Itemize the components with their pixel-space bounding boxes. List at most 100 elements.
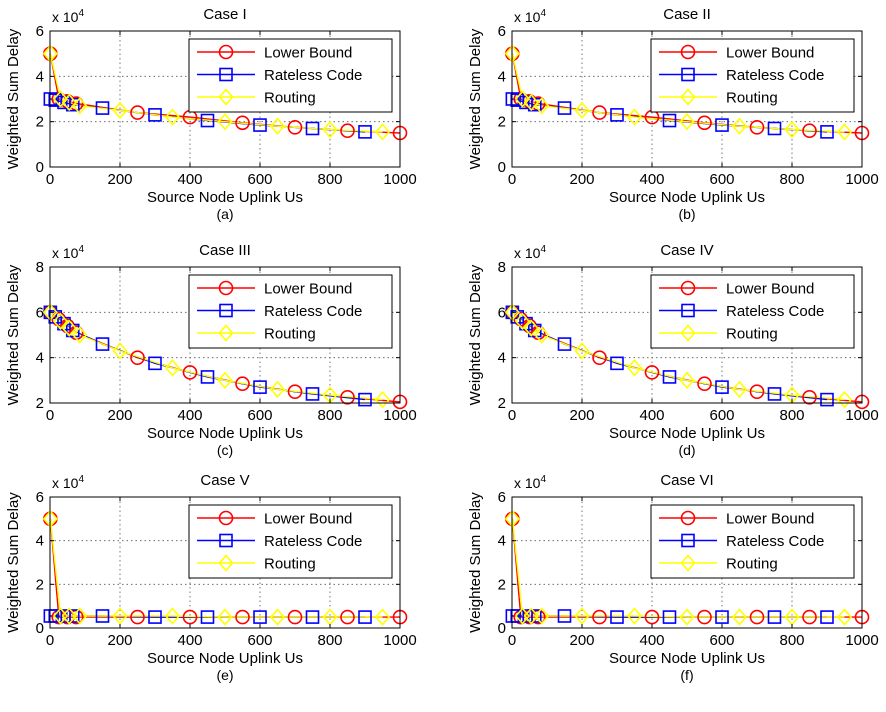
legend-marker	[680, 554, 696, 572]
data-point-rateless-code	[95, 609, 110, 623]
data-point-rateless-code	[767, 121, 782, 136]
y-multiplier-label: x 104	[52, 8, 84, 25]
data-point-rateless-code	[820, 610, 834, 624]
legend-marker	[680, 510, 696, 526]
data-point-routing	[217, 371, 233, 390]
legend-label: Rateless Code	[264, 303, 362, 320]
data-point-lower-bound	[340, 123, 355, 139]
data-point-routing	[61, 607, 77, 625]
chart-title: Case II	[663, 6, 711, 23]
y-tick-label: 8	[36, 259, 44, 276]
data-point-rateless-code	[148, 108, 162, 122]
data-point-lower-bound	[749, 384, 765, 399]
data-point-rateless-code	[200, 113, 215, 128]
x-tick-label: 1000	[383, 632, 416, 649]
legend-label: Routing	[726, 556, 778, 573]
data-point-lower-bound	[235, 376, 250, 392]
data-point-routing	[374, 123, 391, 141]
y-tick-label: 6	[36, 23, 44, 40]
legend-label: Routing	[264, 326, 316, 343]
y-tick-label: 0	[36, 620, 44, 637]
data-point-routing	[217, 112, 233, 131]
data-point-lower-bound	[130, 105, 145, 120]
chart-title: Case VI	[660, 472, 713, 489]
data-point-lower-bound	[287, 384, 303, 399]
x-tick-label: 200	[569, 171, 594, 188]
data-point-rateless-code	[48, 609, 63, 623]
data-point-routing	[731, 380, 748, 399]
x-tick-label: 400	[639, 171, 664, 188]
data-point-routing	[61, 319, 77, 337]
data-point-routing	[836, 390, 853, 409]
y-tick-label: 4	[498, 68, 506, 85]
data-point-routing	[534, 97, 550, 115]
x-tick-label: 800	[779, 632, 804, 649]
data-point-routing	[374, 390, 391, 409]
x-axis-label: Source Node Uplink Us	[609, 425, 765, 442]
data-point-rateless-code	[610, 108, 624, 122]
x-tick-label: 600	[709, 632, 734, 649]
legend-marker	[218, 280, 234, 296]
data-point-routing	[72, 326, 88, 344]
legend-marker	[218, 554, 234, 572]
data-point-routing	[534, 326, 550, 344]
data-point-rateless-code	[610, 610, 624, 624]
x-tick-label: 0	[508, 171, 516, 188]
axes-frame	[511, 266, 863, 404]
x-tick-label: 800	[779, 171, 804, 188]
x-tick-label: 800	[317, 171, 342, 188]
data-point-rateless-code	[767, 610, 782, 624]
legend-label: Rateless Code	[264, 533, 362, 550]
data-point-routing	[784, 120, 800, 139]
data-point-routing	[52, 312, 69, 331]
legend-marker	[219, 67, 233, 82]
x-tick-label: 800	[317, 632, 342, 649]
data-point-rateless-code	[715, 118, 729, 132]
data-point-rateless-code	[767, 387, 782, 401]
y-axis-label: Weighted Sum Delay	[5, 264, 22, 405]
y-tick-label: 4	[36, 533, 44, 550]
legend-marker	[681, 303, 695, 318]
data-point-lower-bound	[644, 609, 660, 625]
y-axis-label: Weighted Sum Delay	[5, 28, 22, 169]
data-point-rateless-code	[305, 121, 320, 136]
data-point-rateless-code	[510, 93, 525, 107]
legend-label: Rateless Code	[264, 67, 362, 84]
data-point-routing	[523, 319, 539, 337]
data-point-routing	[626, 359, 643, 377]
x-tick-label: 600	[247, 407, 272, 424]
y-axis-label: Weighted Sum Delay	[467, 264, 484, 405]
data-point-routing	[269, 608, 286, 626]
x-tick-label: 800	[779, 407, 804, 424]
data-point-routing	[514, 90, 531, 108]
x-tick-label: 600	[247, 632, 272, 649]
data-point-routing	[626, 607, 643, 625]
data-point-lower-bound	[182, 365, 198, 380]
x-tick-label: 200	[569, 407, 594, 424]
y-multiplier-label: x 104	[52, 474, 84, 491]
chart-title: Case I	[203, 6, 246, 23]
y-tick-label: 2	[498, 395, 506, 412]
legend-label: Lower Bound	[726, 511, 814, 528]
chart-panel-6: 0 200 400 600 800 1000 0 2 4 6 x 104 Case VI Source …	[467, 472, 879, 683]
legend: Lower Bound Rateless Code Routing	[188, 504, 393, 579]
legend-marker	[681, 533, 695, 548]
data-point-rateless-code	[557, 101, 572, 115]
chart-panel-3: 0 200 400 600 800 1000 2 4 6 8 x 104 Case III Source…	[5, 242, 417, 458]
x-tick-label: 0	[46, 632, 54, 649]
data-point-lower-bound	[592, 350, 607, 365]
x-tick-label: 1000	[845, 407, 878, 424]
legend: Lower Bound Rateless Code Routing	[650, 38, 855, 113]
data-point-rateless-code	[510, 609, 525, 623]
y-tick-label: 6	[36, 489, 44, 506]
legend-marker	[680, 324, 696, 342]
data-point-lower-bound	[802, 390, 817, 405]
x-axis-label: Source Node Uplink Us	[609, 650, 765, 667]
data-point-routing	[112, 342, 128, 360]
x-tick-label: 0	[46, 407, 54, 424]
y-tick-label: 6	[36, 304, 44, 321]
y-axis-label: Weighted Sum Delay	[467, 492, 484, 633]
data-point-routing	[836, 123, 853, 141]
data-point-lower-bound	[235, 609, 250, 625]
y-tick-label: 4	[36, 68, 44, 85]
